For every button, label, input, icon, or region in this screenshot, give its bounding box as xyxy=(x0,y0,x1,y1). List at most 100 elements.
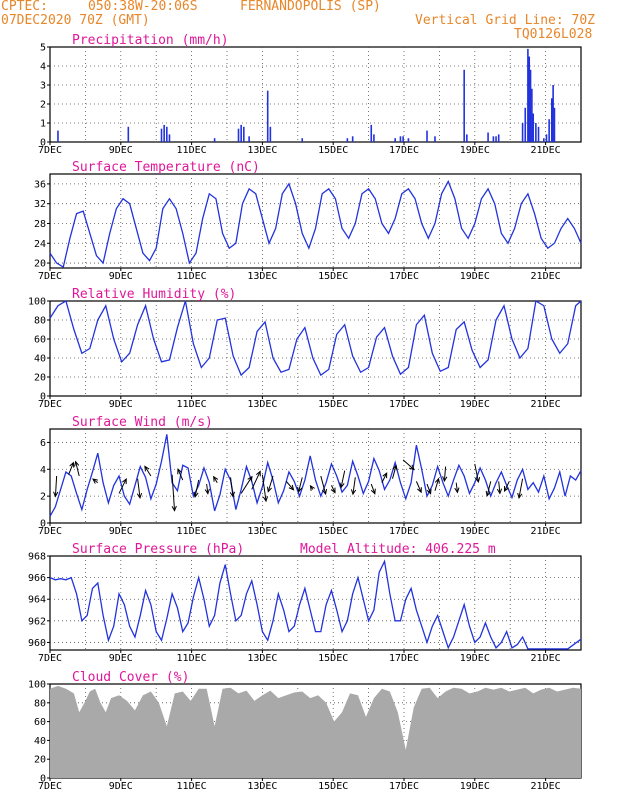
x-tick-label: 21DEC xyxy=(531,145,561,156)
y-tick-label: 0 xyxy=(40,774,46,785)
panel-title: Surface Pressure (hPa) xyxy=(72,542,244,557)
panel-title: Cloud Cover (%) xyxy=(72,670,189,685)
x-tick-label: 17DEC xyxy=(389,145,419,156)
precip-bar xyxy=(351,136,354,142)
wind-arrow-head xyxy=(504,485,509,492)
y-tick-label: 28 xyxy=(34,219,46,230)
wind-arrow xyxy=(206,483,209,494)
y-tick-label: 60 xyxy=(34,335,46,346)
x-tick-label: 19DEC xyxy=(460,526,490,537)
panel-frame xyxy=(49,555,582,651)
precip-bar xyxy=(528,56,531,142)
y-tick-label: 0 xyxy=(40,392,46,403)
x-tick-label: 11DEC xyxy=(177,399,207,410)
precip-bar xyxy=(243,126,245,142)
wind-arrow-head xyxy=(255,470,261,477)
x-tick-label: 7DEC xyxy=(38,781,62,792)
wind-arrow-head xyxy=(408,464,415,471)
y-tick-label: 20 xyxy=(34,259,46,270)
wind-arrow xyxy=(298,477,303,492)
wind-arrow xyxy=(213,476,218,483)
precip-bar xyxy=(266,90,269,142)
series-line xyxy=(49,434,582,517)
panel-title: Surface Wind (m/s) xyxy=(72,415,213,430)
precip-bar xyxy=(57,130,59,142)
panel-frame xyxy=(49,46,582,143)
wind-arrow xyxy=(177,469,184,481)
x-tick-label: 15DEC xyxy=(318,781,348,792)
y-tick-label: 20 xyxy=(34,373,46,384)
y-tick-label: 36 xyxy=(34,179,46,190)
y-tick-label: 80 xyxy=(34,698,46,709)
wind-arrow xyxy=(267,475,274,492)
wind-arrow xyxy=(443,466,447,482)
wind-arrow xyxy=(194,479,200,497)
y-tick-label: 0 xyxy=(40,138,46,149)
wind-arrow-head xyxy=(229,491,236,498)
header-run: 07DEC2020 70Z (GMT) xyxy=(1,13,150,28)
panel-title: Precipitation (mm/h) xyxy=(72,33,229,48)
x-tick-label: 17DEC xyxy=(389,781,419,792)
y-tick-label: 4 xyxy=(40,62,46,73)
wind-arrow-head xyxy=(171,505,177,512)
header-source: CPTEC: xyxy=(1,0,48,14)
precip-bar xyxy=(213,138,216,142)
x-tick-label: 21DEC xyxy=(531,653,561,664)
y-tick-label: 964 xyxy=(28,595,46,606)
y-tick-label: 40 xyxy=(34,736,46,747)
wind-arrow xyxy=(518,478,524,498)
x-tick-label: 19DEC xyxy=(460,271,490,282)
wind-arrow xyxy=(171,474,176,511)
wind-arrow-head xyxy=(350,489,357,496)
y-tick-label: 40 xyxy=(34,354,46,365)
panel-frame xyxy=(49,428,582,524)
wind-arrow xyxy=(251,471,261,490)
wind-arrow xyxy=(474,463,479,483)
wind-arrow xyxy=(498,481,501,494)
precip-bar xyxy=(527,48,529,142)
y-tick-label: 1 xyxy=(40,119,46,130)
x-tick-label: 21DEC xyxy=(531,271,561,282)
panel-frame xyxy=(49,173,582,269)
wind-arrow xyxy=(434,478,440,491)
y-tick-label: 24 xyxy=(34,239,46,250)
wind-arrow-head xyxy=(330,487,336,494)
panel-title: Surface Temperature (nC) xyxy=(72,160,260,175)
y-tick-label: 6 xyxy=(40,438,46,449)
precip-bar xyxy=(552,85,554,142)
wind-arrow-head xyxy=(193,491,199,498)
precip-bar xyxy=(548,119,550,142)
precip-bar xyxy=(553,107,556,142)
y-tick-label: 3 xyxy=(40,81,46,92)
wind-arrow xyxy=(320,475,327,495)
y-tick-label: 0 xyxy=(40,519,46,530)
wind-arrow xyxy=(240,476,253,494)
precip-bar xyxy=(407,138,410,142)
x-tick-label: 9DEC xyxy=(109,781,133,792)
wind-arrow xyxy=(486,481,492,496)
x-tick-label: 9DEC xyxy=(109,526,133,537)
y-tick-label: 968 xyxy=(28,552,46,563)
wind-arrow-head xyxy=(121,478,127,485)
wind-arrow xyxy=(75,461,80,477)
wind-arrow xyxy=(54,475,58,497)
y-tick-label: 60 xyxy=(34,717,46,728)
x-tick-label: 7DEC xyxy=(38,271,62,282)
precip-bar xyxy=(531,88,533,142)
x-tick-label: 19DEC xyxy=(460,399,490,410)
x-tick-label: 11DEC xyxy=(177,145,207,156)
precip-bar xyxy=(240,124,242,142)
wind-arrow xyxy=(68,462,74,475)
precip-bar xyxy=(426,130,428,142)
wind-arrow-head xyxy=(442,476,448,483)
x-tick-label: 9DEC xyxy=(109,145,133,156)
wind-arrow-head xyxy=(53,491,59,498)
x-tick-label: 11DEC xyxy=(177,271,207,282)
wind-arrow-head xyxy=(266,486,272,493)
precip-bar xyxy=(535,123,537,142)
precip-bar xyxy=(237,128,240,142)
x-tick-label: 21DEC xyxy=(531,781,561,792)
precip-bar xyxy=(301,138,304,142)
y-tick-label: 4 xyxy=(40,465,46,476)
wind-arrow xyxy=(118,478,127,494)
